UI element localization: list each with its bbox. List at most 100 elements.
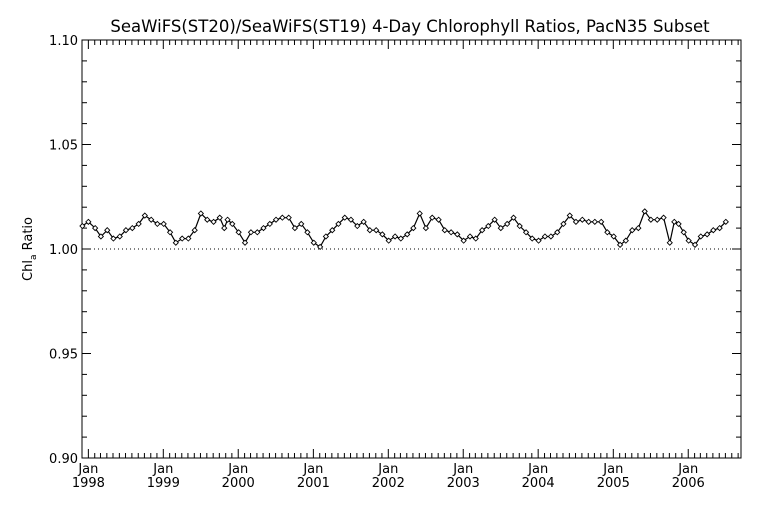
data-point [671,218,678,225]
data-point [254,229,261,236]
data-point [654,216,661,223]
x-tick-year-label: 2000 [222,476,255,491]
data-point [529,235,536,242]
data-point [685,237,692,244]
data-point [135,220,142,228]
x-tick-year-label: 2003 [447,476,480,491]
data-point [416,210,423,217]
data-point [616,241,624,248]
data-point [516,222,523,230]
data-point [566,212,573,219]
data-point [329,227,336,234]
data-point [122,227,130,234]
data-point [635,224,642,232]
data-point [710,227,717,234]
x-tick-year-label: 1999 [147,476,180,491]
chart-title: SeaWiFS(ST20)/SeaWiFS(ST19) 4-Day Chloro… [110,17,710,36]
y-axis-label-subscript: a [29,255,39,261]
data-point [554,229,561,236]
data-point [379,231,386,238]
data-point [79,222,86,230]
data-point [680,229,687,236]
data-point [221,224,228,232]
y-axis-label: Chla Ratio [21,217,39,281]
data-point [224,216,231,223]
data-point [110,235,117,242]
x-tick-year-label: 2001 [297,476,330,491]
data-point [622,237,629,244]
data-point [429,214,436,221]
data-point [491,216,498,223]
x-tick-month-label: Jan [602,462,623,477]
data-point [472,235,479,242]
data-point [210,218,217,225]
data-point [391,233,399,240]
data-point [279,214,286,221]
data-point [691,241,699,248]
data-point [466,233,474,240]
y-tick-label: 1.05 [49,139,78,154]
data-point [235,229,242,236]
y-tick-label: 1.00 [49,243,78,258]
chart-series [79,208,729,251]
data-point [104,227,111,234]
data-point [272,216,280,223]
data-point [285,214,292,221]
data-point [172,239,179,246]
data-point [535,237,542,244]
data-point [572,218,580,225]
data-point [291,224,299,232]
data-point [397,235,404,242]
data-point [97,233,105,240]
data-point [116,233,123,240]
data-point [560,220,567,228]
data-point [510,214,517,221]
data-point [129,224,136,232]
x-tick-month-label: Jan [77,462,98,477]
x-tick-month-label: Jan [302,462,323,477]
data-point [322,233,330,240]
data-point [641,208,648,215]
y-tick-label: 1.10 [49,34,78,49]
x-tick-month-label: Jan [677,462,698,477]
data-point [85,218,92,225]
series-line [82,210,727,248]
data-point [317,243,324,251]
data-point [579,216,586,223]
x-tick-year-label: 2006 [672,476,705,491]
data-point [598,218,605,225]
data-point [504,220,511,228]
data-point [660,214,667,221]
data-point [179,235,186,242]
data-point [354,222,361,230]
data-point [160,220,167,228]
y-tick-label: 0.95 [49,348,78,363]
data-point [341,214,348,221]
data-point [675,220,682,228]
x-tick-year-label: 2004 [522,476,555,491]
data-point [522,229,530,236]
data-point [591,218,598,225]
x-axis-ticks: Jan1998Jan1999Jan2000Jan2001Jan2002Jan20… [72,40,739,491]
x-tick-month-label: Jan [377,462,398,477]
x-tick-year-label: 2002 [372,476,405,491]
y-axis-ticks: 0.90 0.95 1.00 1.05 1.10 [49,34,741,467]
data-point [585,218,592,225]
data-point [404,231,411,238]
data-point [410,224,417,232]
data-point [497,224,504,232]
x-tick-month-label: Jan [527,462,548,477]
data-point [697,233,704,240]
data-point [373,227,380,234]
data-point [385,237,392,244]
data-point [191,227,198,234]
data-point [435,216,442,223]
data-point [247,229,255,236]
data-point [241,239,249,246]
x-tick-month-label: Jan [227,462,248,477]
data-point [92,224,99,232]
x-tick-year-label: 2005 [597,476,630,491]
data-point [185,235,192,242]
data-point [216,214,223,221]
data-point [547,233,555,240]
